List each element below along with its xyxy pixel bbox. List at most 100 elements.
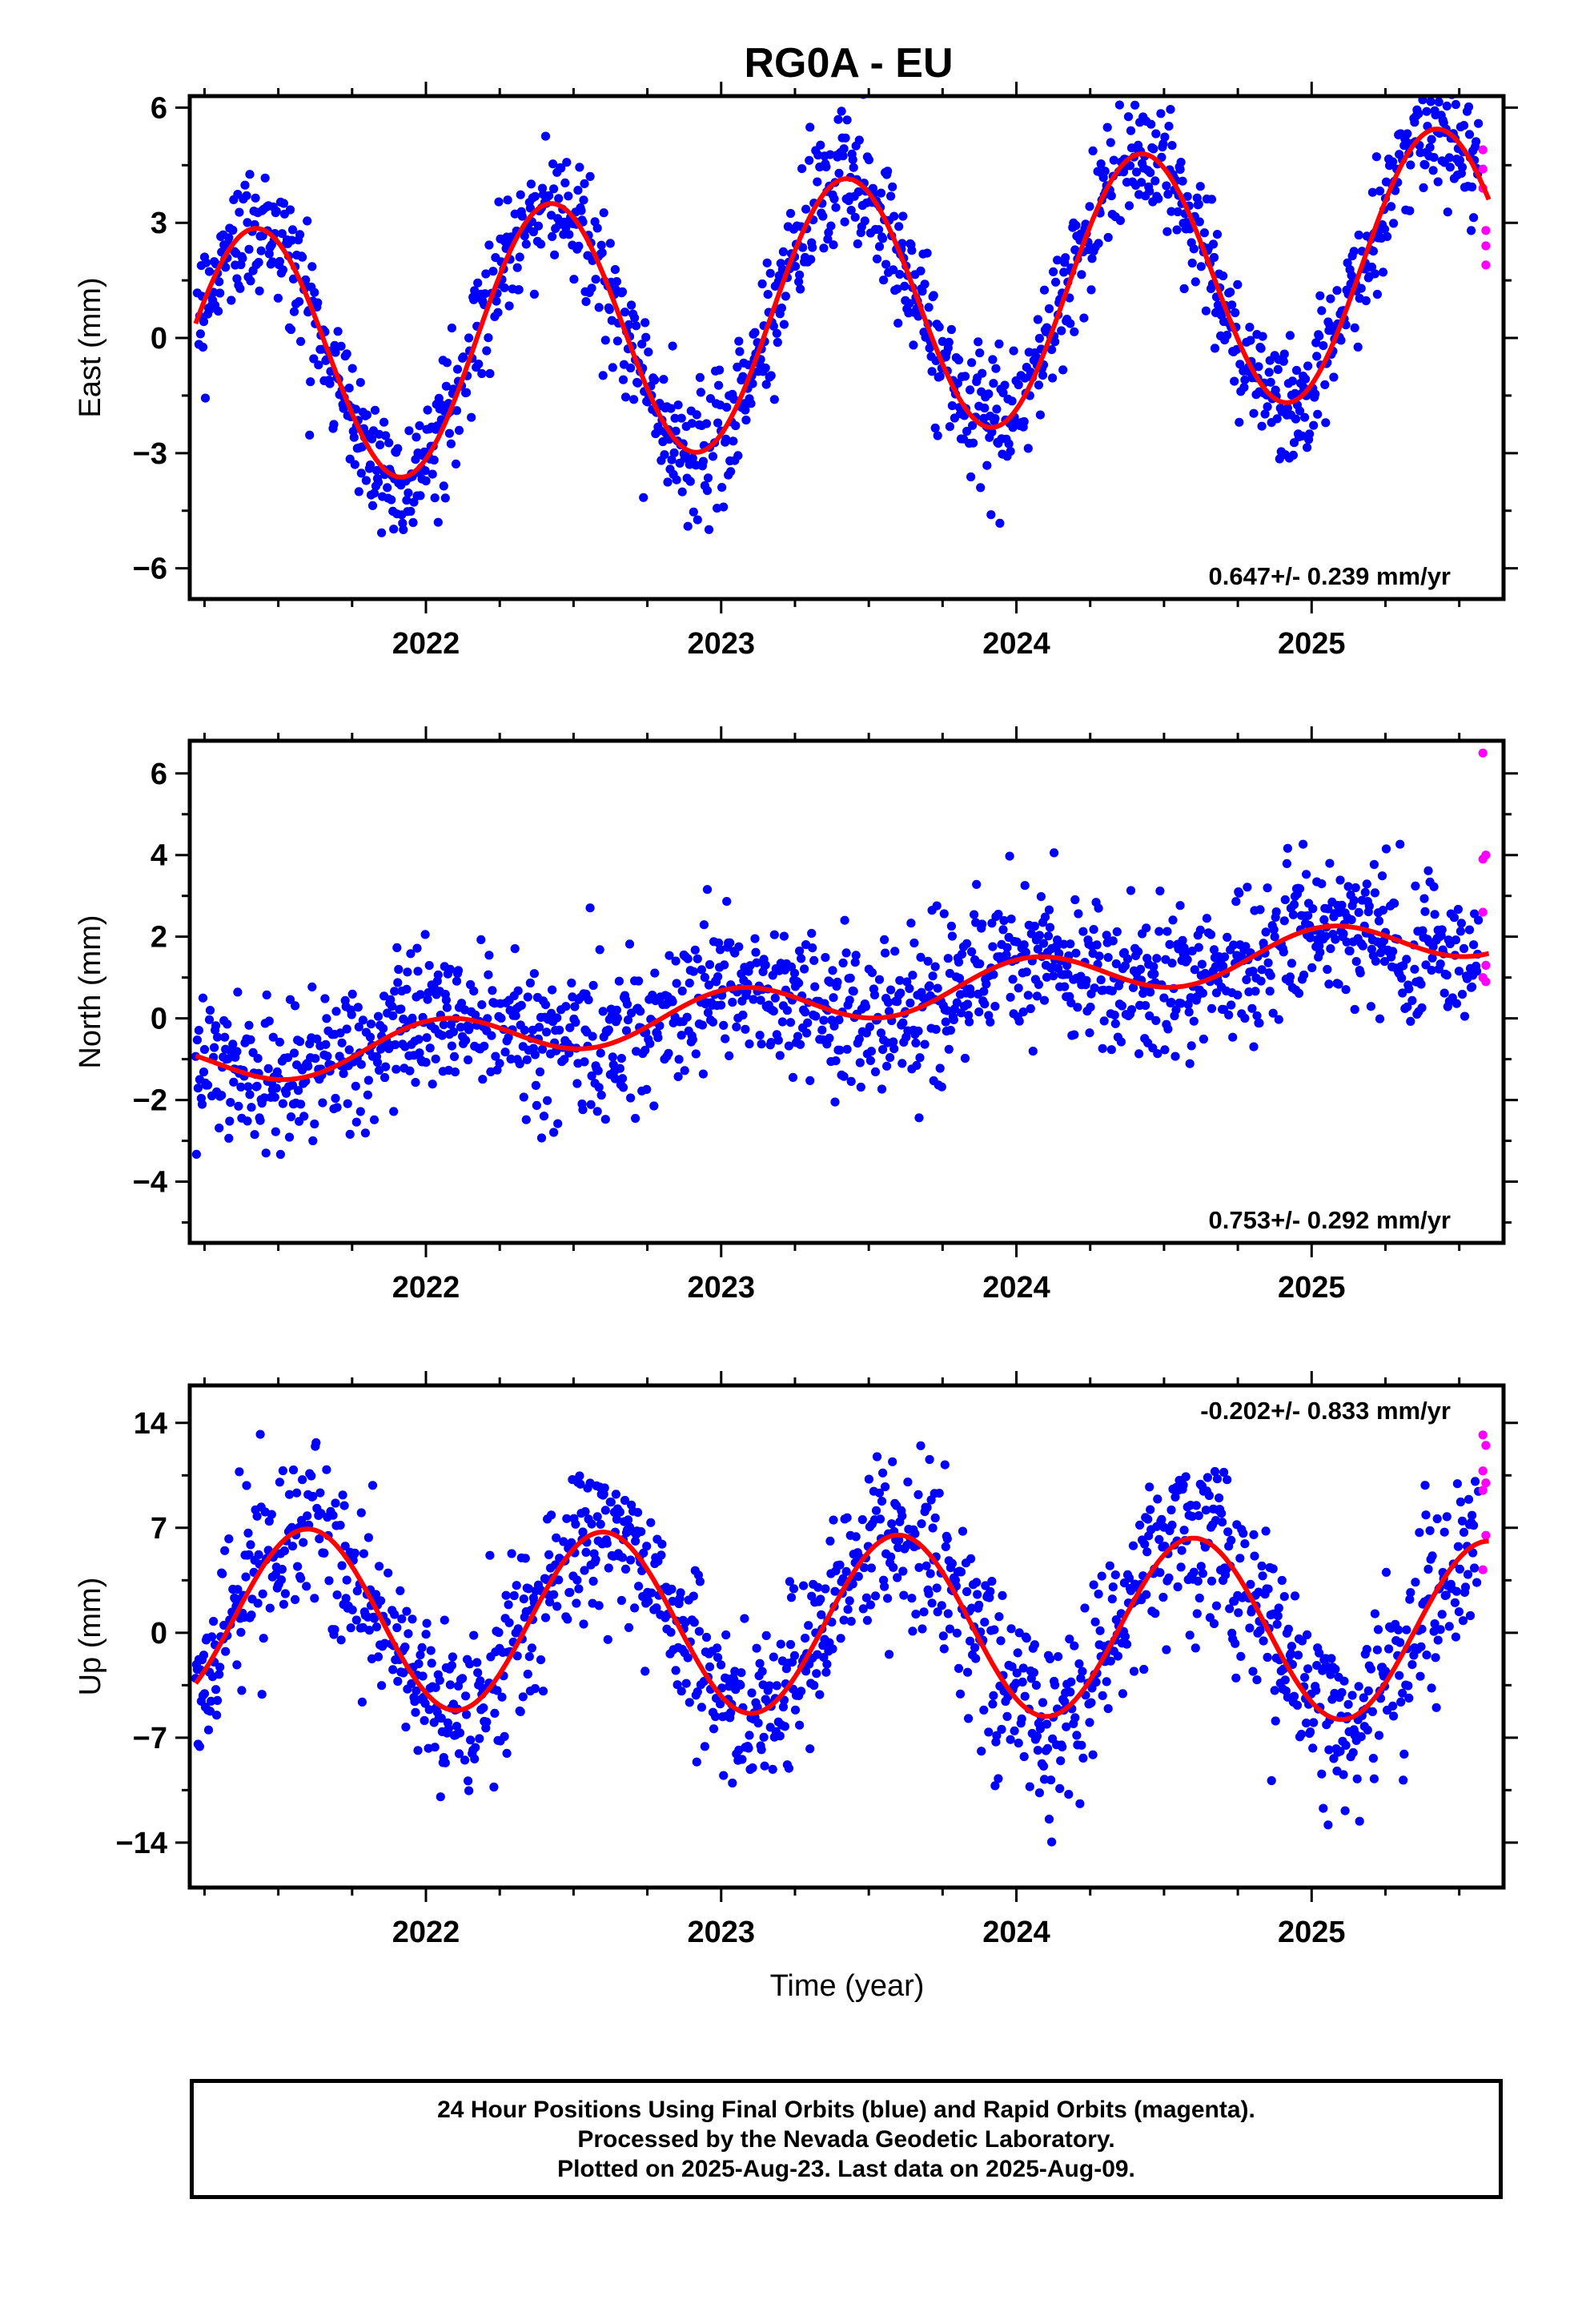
data-point-final: [830, 1586, 840, 1596]
data-point-final: [1317, 1769, 1327, 1779]
data-point-final: [630, 313, 640, 323]
data-point-final: [1280, 1675, 1290, 1685]
data-point-final: [634, 1582, 644, 1591]
data-point-final: [596, 1048, 605, 1058]
data-point-final: [1199, 228, 1209, 238]
data-point-final: [1290, 388, 1300, 398]
data-point-final: [1066, 1677, 1076, 1687]
data-point-final: [626, 363, 636, 373]
data-point-final: [1231, 1673, 1241, 1683]
data-point-final: [1108, 936, 1118, 946]
data-point-final: [935, 372, 945, 381]
data-point-final: [1049, 267, 1058, 276]
data-point-final: [776, 1639, 785, 1649]
data-point-final: [1154, 194, 1163, 203]
data-point-final: [786, 1593, 797, 1602]
data-point-final: [236, 1627, 246, 1637]
data-point-final: [917, 1519, 926, 1529]
data-point-final: [1145, 187, 1154, 196]
data-point-final: [883, 1594, 893, 1603]
data-point-final: [805, 155, 814, 165]
y-tick-label: −14: [116, 1827, 167, 1860]
data-point-final: [640, 1667, 650, 1676]
data-point-final: [1103, 1704, 1113, 1714]
data-point-final: [245, 1090, 255, 1100]
data-point-final: [560, 178, 570, 187]
data-point-final: [384, 438, 394, 448]
data-point-final: [1112, 927, 1122, 937]
data-point-final: [979, 987, 989, 996]
data-point-final: [822, 1659, 832, 1669]
data-point-final: [946, 324, 956, 335]
data-point-final: [1279, 1592, 1289, 1602]
data-point-final: [404, 1629, 413, 1638]
data-point-final: [1225, 1604, 1235, 1614]
data-point-final: [928, 1523, 938, 1533]
data-point-final: [797, 1687, 806, 1696]
data-point-final: [618, 375, 628, 384]
data-point-final: [1034, 931, 1044, 940]
data-point-final: [864, 155, 873, 165]
data-point-final: [333, 327, 343, 336]
data-point-final: [880, 935, 889, 944]
data-point-final: [1249, 408, 1259, 418]
data-point-final: [1033, 315, 1042, 324]
data-point-final: [373, 1652, 383, 1662]
data-point-final: [324, 1576, 334, 1586]
data-point-final: [1315, 1648, 1324, 1658]
x-tick-label: 2022: [392, 1271, 460, 1305]
data-point-final: [1179, 1526, 1189, 1535]
data-point-final: [1176, 158, 1186, 167]
data-point-final: [351, 1117, 361, 1127]
data-point-final: [1075, 1799, 1085, 1808]
data-point-final: [789, 968, 800, 978]
data-point-final: [576, 1479, 585, 1489]
data-point-final: [1098, 1043, 1107, 1053]
x-tick-label: 2022: [392, 1916, 460, 1949]
data-point-final: [688, 453, 697, 463]
data-point-final: [925, 981, 934, 991]
data-point-final: [1162, 1645, 1171, 1655]
data-point-final: [1455, 155, 1464, 165]
data-point-final: [839, 1615, 849, 1625]
data-point-final: [733, 451, 743, 460]
data-point-final: [1014, 1628, 1024, 1638]
data-point-final: [897, 239, 907, 248]
data-point-final: [779, 931, 789, 941]
data-point-final: [521, 1115, 531, 1124]
data-point-final: [1249, 1530, 1259, 1539]
data-point-final: [1442, 101, 1452, 111]
data-point-final: [766, 371, 776, 380]
data-point-final: [1162, 927, 1172, 936]
data-point-final: [1239, 383, 1249, 392]
data-point-final: [286, 324, 296, 335]
data-point-final: [1354, 230, 1363, 240]
data-point-final: [1203, 1473, 1212, 1482]
data-point-final: [356, 1508, 366, 1518]
data-point-final: [446, 1019, 456, 1029]
data-point-final: [1418, 926, 1427, 935]
data-point-final: [1103, 953, 1113, 963]
data-point-final: [247, 1610, 256, 1620]
y-tick-label: 2: [151, 921, 167, 955]
data-point-final: [484, 970, 493, 979]
data-point-final: [1467, 226, 1476, 235]
data-point-final: [1458, 1616, 1468, 1626]
data-point-final: [656, 1550, 666, 1560]
data-point-final: [561, 1002, 571, 1011]
data-point-final: [944, 1044, 954, 1054]
data-point-final: [893, 1573, 902, 1582]
data-point-final: [547, 1510, 556, 1520]
data-point-final: [241, 1572, 251, 1582]
data-point-final: [267, 1510, 276, 1519]
data-point-final: [1231, 308, 1240, 318]
data-point-final: [631, 1113, 640, 1124]
data-point-final: [1410, 964, 1419, 974]
data-point-final: [242, 191, 251, 200]
data-point-final: [642, 1542, 652, 1551]
data-point-final: [1342, 937, 1351, 947]
data-point-final: [728, 997, 737, 1007]
data-point-final: [975, 348, 985, 358]
data-point-final: [828, 1644, 837, 1654]
data-point-final: [1402, 955, 1411, 964]
